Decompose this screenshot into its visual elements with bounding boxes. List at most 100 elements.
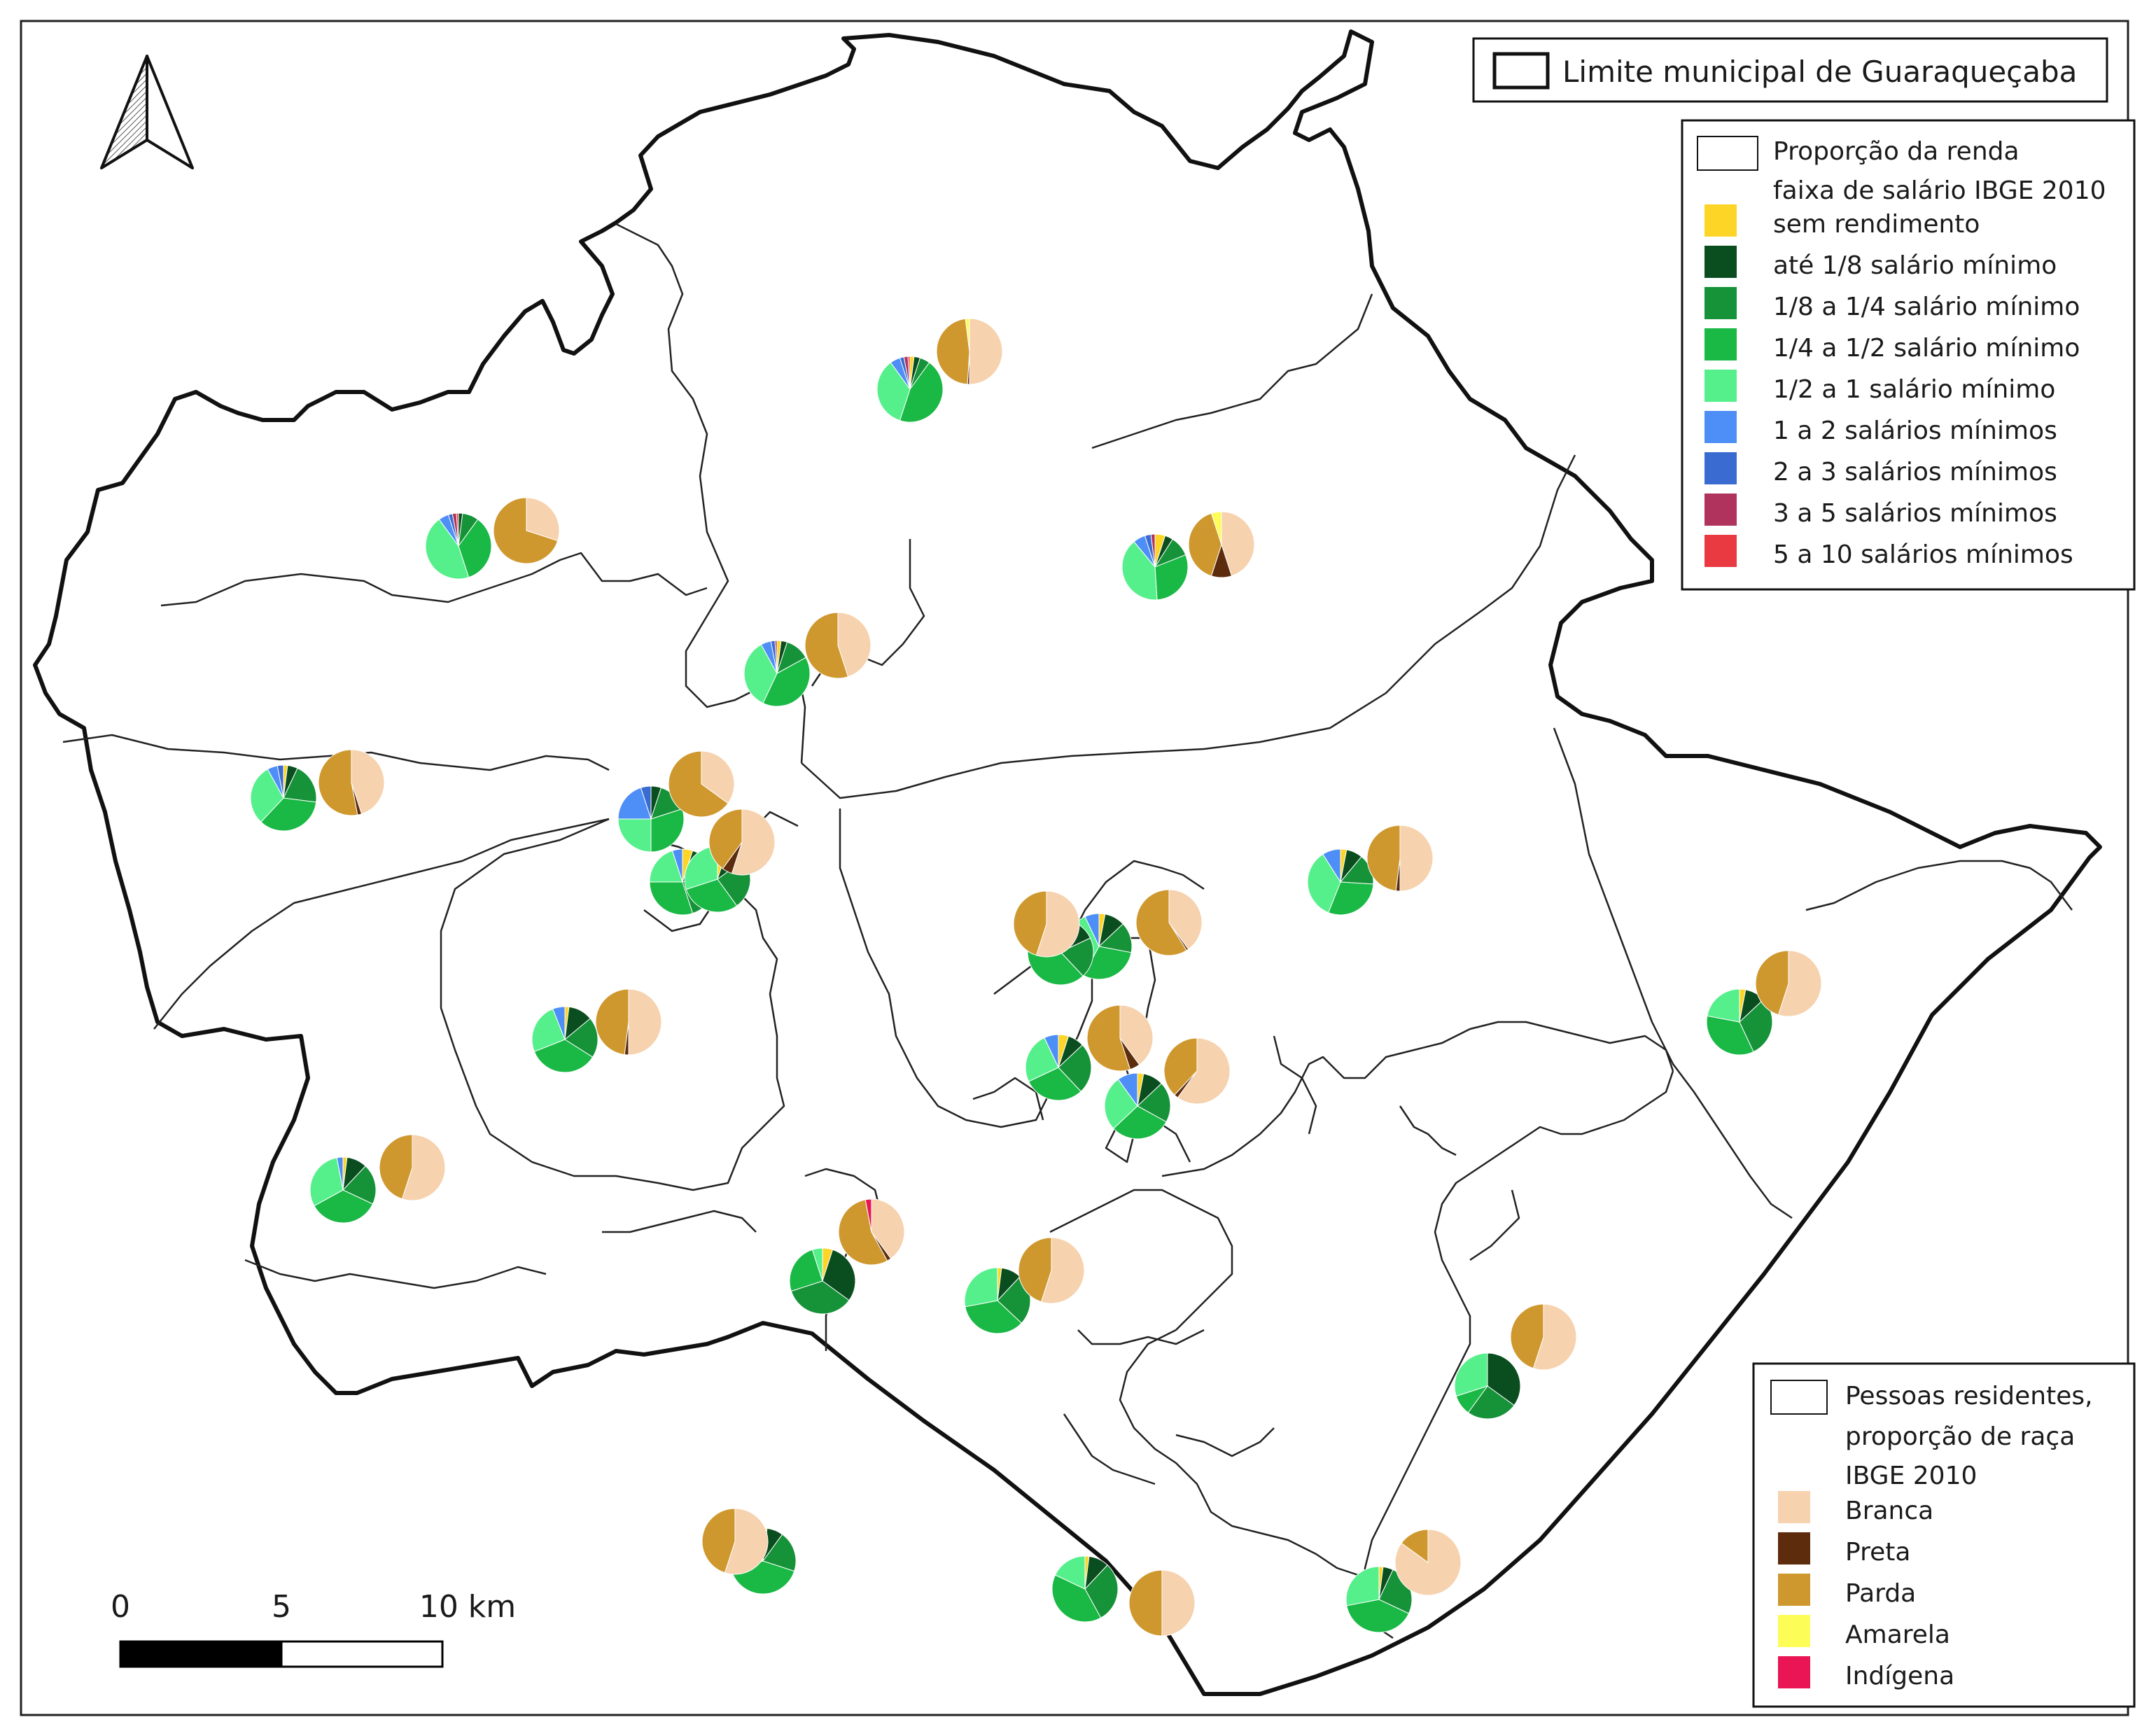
race-pie-12-slice-2	[379, 1134, 413, 1200]
income-pie-5-slice-6	[640, 785, 652, 820]
income-pie-1-slice-8	[456, 512, 459, 547]
race-pie-10-slice-0	[1119, 1004, 1154, 1065]
race-pie-11-slice-2	[1163, 1037, 1198, 1096]
legend-label-4: 1/2 a 1 salário mínimo	[1773, 375, 2055, 404]
income-pie-12-slice-5	[336, 1156, 344, 1191]
race-pie-16-slice-2	[1510, 1303, 1544, 1369]
income-pie-5-slice-5	[617, 787, 652, 820]
legend-income-swatch	[1697, 136, 1758, 171]
legend-swatch-2	[1778, 1574, 1810, 1606]
scale-label-10km: 10 km	[419, 1589, 516, 1625]
income-pie-5-slice-4	[617, 818, 652, 853]
income-pie-16-slice-2	[1467, 1385, 1515, 1420]
race-pie-3-slice-2	[804, 612, 849, 679]
race-pie-15-slice-2	[1755, 950, 1789, 1016]
race-pie-20-slice-2	[1013, 890, 1047, 956]
race-pie-9	[595, 988, 662, 1056]
income-pie-7-slice-5	[1084, 913, 1100, 947]
race-pie-13-slice-2	[838, 1199, 888, 1266]
legend-label-0: sem rendimento	[1773, 210, 1980, 239]
scale-segment-black	[119, 1640, 283, 1668]
race-pie-17-slice-2	[1128, 1569, 1163, 1637]
legend-swatch-1	[1778, 1532, 1810, 1564]
race-pie-17	[1128, 1569, 1196, 1637]
income-pie-9	[531, 1006, 598, 1073]
income-pie-20-slice-2	[1060, 937, 1094, 976]
income-pie-3	[743, 640, 811, 707]
legend-swatch-0	[1704, 204, 1737, 237]
income-pie-2	[1121, 533, 1189, 601]
income-pie-13-slice-4	[811, 1247, 823, 1282]
race-pie-17-slice-0	[1161, 1569, 1196, 1637]
legend-swatch-7	[1704, 493, 1737, 526]
income-pies	[250, 356, 1773, 1633]
race-pie-16	[1510, 1303, 1577, 1371]
race-pie-14-slice-0	[1040, 1237, 1085, 1304]
legend-label-1: Preta	[1845, 1538, 1910, 1567]
race-pie-8-slice-0	[1399, 825, 1434, 892]
income-pie-12-slice-4	[309, 1157, 344, 1207]
income-pie-6-slice-3	[649, 881, 694, 916]
legend-swatch-0	[1778, 1491, 1810, 1523]
race-pie-16-slice-0	[1532, 1303, 1577, 1371]
legend-swatch-1	[1704, 246, 1737, 278]
race-pie-19-slice-2	[701, 1508, 736, 1574]
income-pie-9-slice-2	[564, 1018, 598, 1058]
income-pie-15	[1706, 988, 1773, 1056]
legend-race-swatch	[1770, 1380, 1828, 1415]
legend-swatch-8	[1704, 535, 1737, 567]
income-pie-16-slice-1	[1487, 1352, 1521, 1406]
legend-swatch-3	[1704, 328, 1737, 360]
race-pie-2-slice-0	[1221, 511, 1255, 577]
legend-income-title-2: faixa de salário IBGE 2010	[1773, 176, 2106, 205]
income-pie-11-slice-3	[1113, 1105, 1167, 1140]
income-pie-12	[309, 1156, 377, 1224]
map-frame	[20, 20, 2129, 1716]
income-pie-15-slice-3	[1706, 1015, 1754, 1056]
race-pie-7-slice-0	[1168, 889, 1203, 950]
income-pie-12-slice-3	[314, 1189, 374, 1224]
race-pie-4	[318, 749, 385, 816]
race-pie-0	[936, 318, 1003, 385]
income-pie-13-slice-3	[789, 1249, 823, 1292]
legend-label-8: 5 a 10 salários mínimos	[1773, 540, 2073, 569]
income-pie-17	[1051, 1555, 1119, 1623]
legend-label-3: 1/4 a 1/2 salário mínimo	[1773, 334, 2080, 363]
income-pie-13	[789, 1247, 856, 1315]
income-pie-3-slice-4	[743, 644, 778, 704]
race-pie-0-slice-0	[969, 318, 1003, 385]
income-pie-4-slice-2	[283, 767, 317, 803]
income-pie-18-slice-4	[1345, 1566, 1380, 1606]
race-pie-1	[493, 497, 560, 564]
income-pie-11-slice-5	[1117, 1072, 1138, 1107]
legend-boundary-label: Limite municipal de Guaraqueçaba	[1562, 55, 2077, 89]
legend-income-title-1: Proporção da renda	[1773, 137, 2019, 166]
race-pie-10	[1086, 1004, 1154, 1072]
income-pie-7-slice-3	[1082, 946, 1132, 980]
race-pie-13	[838, 1198, 905, 1266]
income-pie-0-slice-8	[907, 356, 911, 390]
income-pie-13-slice-1	[822, 1249, 856, 1301]
legend-income: Proporção da renda faixa de salário IBGE…	[1681, 119, 2136, 591]
income-pie-14-slice-3	[965, 1300, 1022, 1334]
race-pie-0-slice-3	[965, 318, 970, 352]
race-pie-3	[804, 612, 872, 679]
legend-label-7: 3 a 5 salários mínimos	[1773, 499, 2057, 528]
legend-race-title-2: proporção de raça	[1845, 1422, 2075, 1451]
race-pie-4-slice-2	[318, 749, 358, 816]
income-pie-6-slice-4	[649, 850, 683, 883]
race-pie-18	[1394, 1529, 1462, 1596]
race-pies	[318, 318, 1822, 1637]
scale-bar: 0 5 10 km	[111, 1589, 516, 1668]
legend-race-title-3: IBGE 2010	[1845, 1462, 1977, 1490]
income-pie-10-slice-4	[1025, 1037, 1059, 1082]
legend-swatch-2	[1704, 287, 1737, 319]
income-pie-5	[617, 785, 685, 853]
income-pie-8-slice-4	[1307, 853, 1341, 913]
income-pie-8-slice-5	[1322, 848, 1341, 883]
race-pie-18-slice-2	[1401, 1529, 1429, 1563]
income-pie-18-slice-3	[1346, 1599, 1410, 1633]
income-pie-0-slice-4	[876, 362, 911, 421]
race-pie-7	[1135, 889, 1203, 956]
race-pie-9-slice-2	[595, 988, 629, 1056]
